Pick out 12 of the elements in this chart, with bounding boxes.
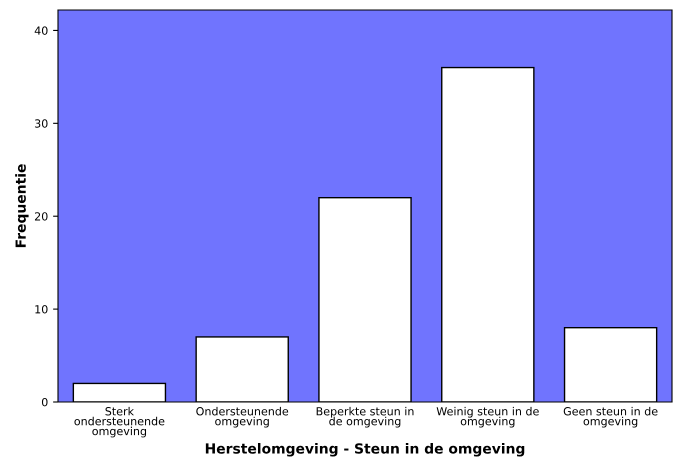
x-tick-label: Beperkte steun in de omgeving — [316, 406, 414, 428]
y-tick-label: 40 — [34, 26, 48, 35]
y-tick-label: 0 — [42, 398, 48, 406]
x-tick-label: Weinig steun in de omgeving — [436, 406, 539, 428]
y-tick-label: 10 — [35, 305, 48, 314]
x-tick-label: Sterk ondersteunende omgeving — [74, 406, 164, 438]
x-tick-label: Geen steun in de omgeving — [564, 406, 658, 428]
y-axis-title: Frequentie — [15, 164, 29, 248]
x-tick-label: Ondersteunende omgeving — [196, 406, 288, 428]
y-tick-label: 30 — [34, 119, 48, 128]
x-axis-title: Herstelomgeving - Steun in de omgeving — [206, 442, 524, 457]
y-tick-label: 20 — [34, 212, 48, 221]
